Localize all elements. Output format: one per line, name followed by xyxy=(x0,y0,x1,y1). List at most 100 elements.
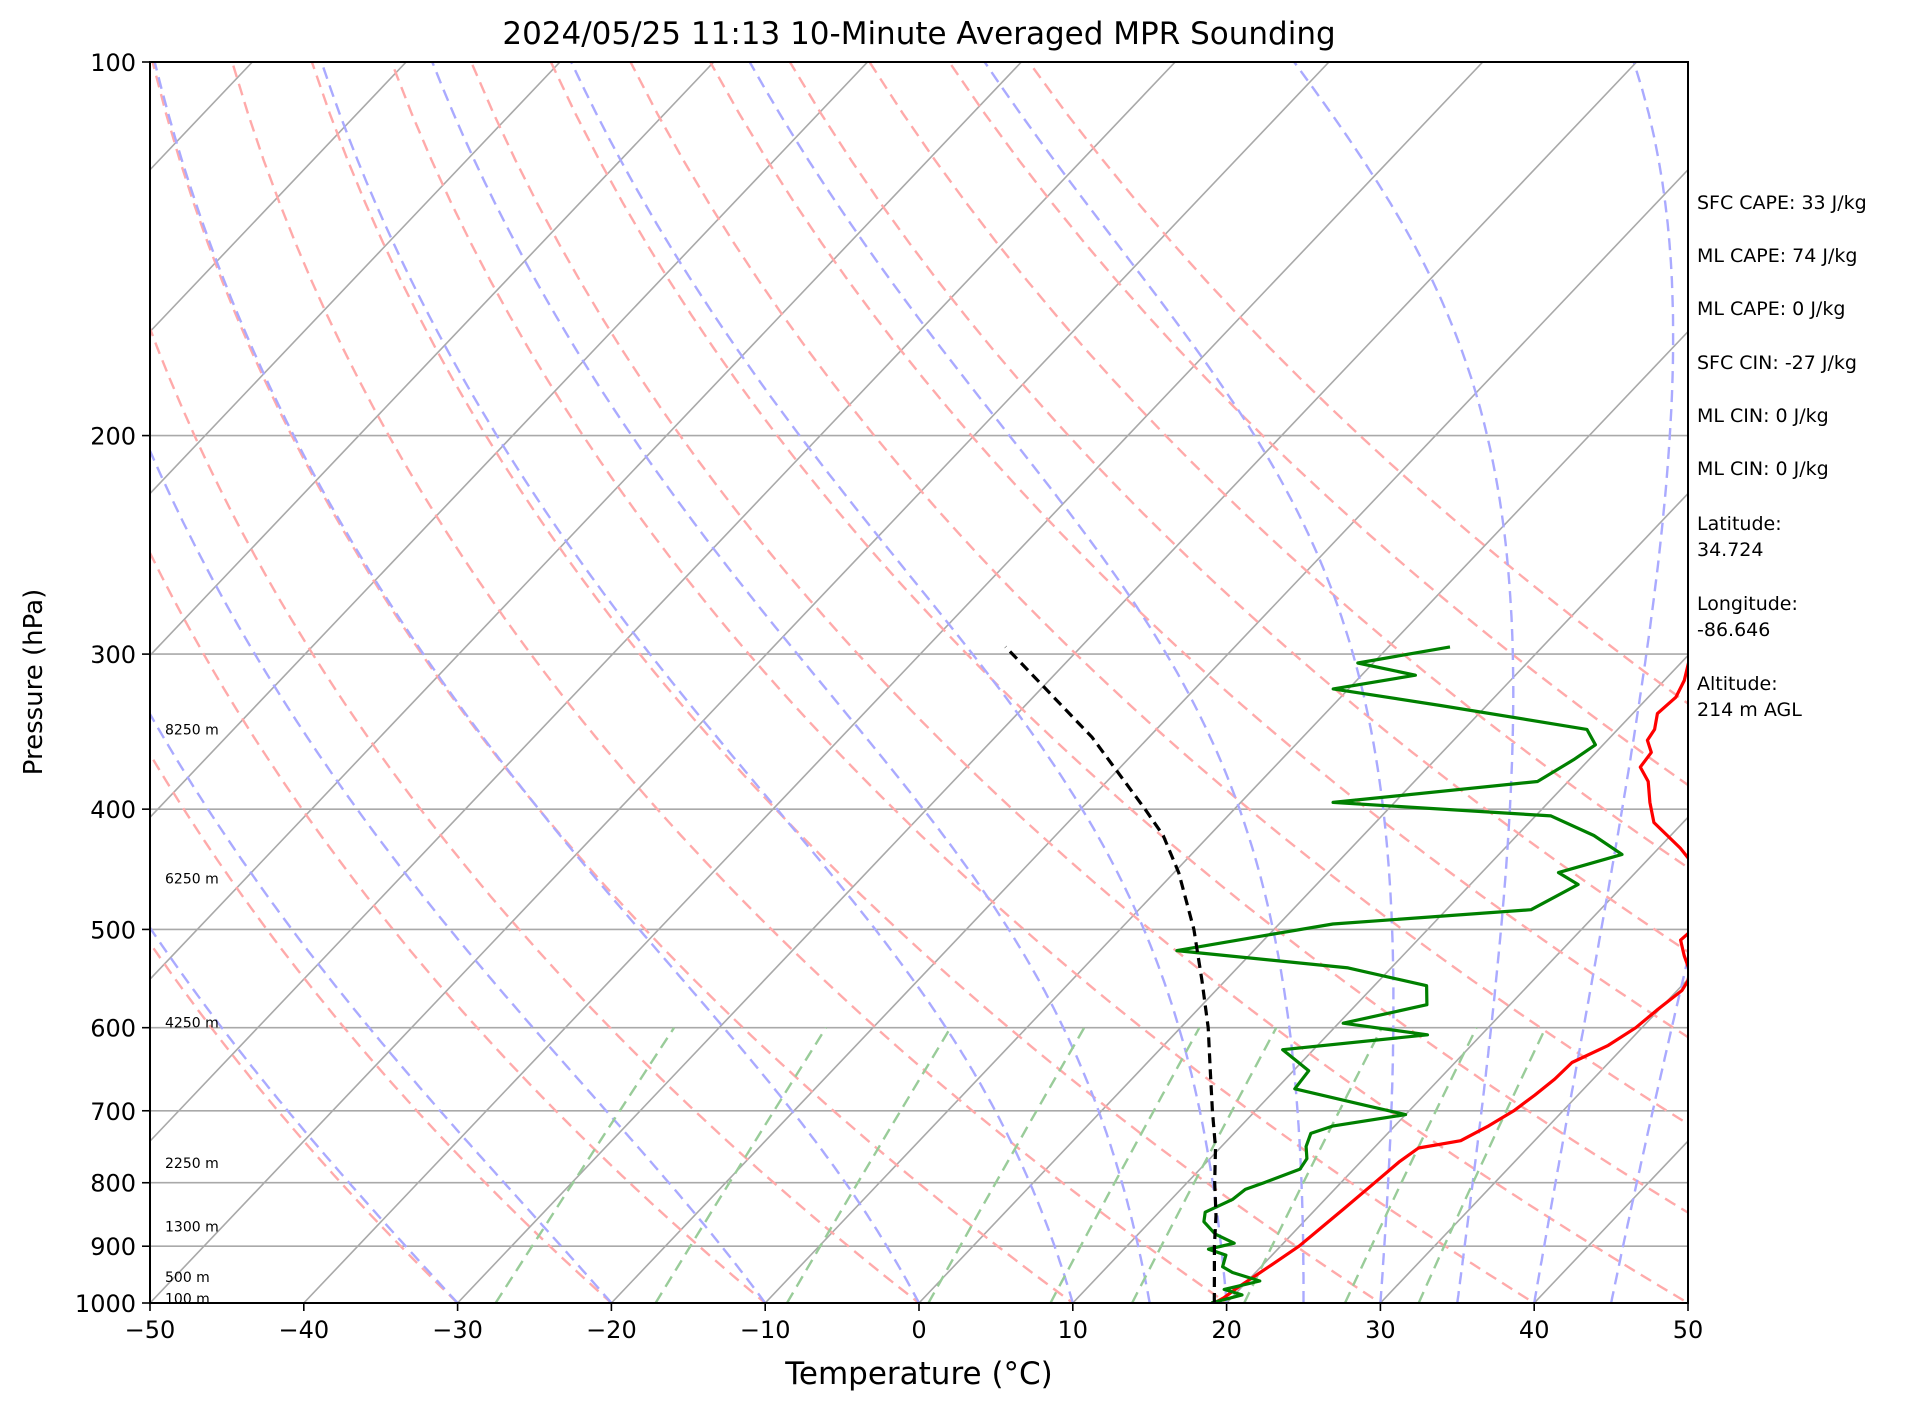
x-tick-label: −50 xyxy=(125,1316,176,1344)
mixing-ratio-line xyxy=(1131,1027,1278,1303)
chart-title: 2024/05/25 11:13 10-Minute Averaged MPR … xyxy=(502,16,1335,52)
moist-adiabat-line xyxy=(431,62,1151,1303)
x-tick-label: −30 xyxy=(432,1316,483,1344)
moist-adiabat-line xyxy=(150,447,767,1303)
y-tick-label: 800 xyxy=(90,1170,136,1198)
isotherm-line xyxy=(1072,654,1688,1303)
moist-adiabat-line xyxy=(150,711,613,1303)
index-ml-cin-2: ML CIN: 0 J/kg xyxy=(1697,458,1829,480)
dry-adiabat-line xyxy=(230,62,1229,1303)
moist-adiabat-line xyxy=(150,925,459,1303)
dry-adiabat-line xyxy=(788,62,1688,954)
parcel-trace xyxy=(1004,645,1218,1303)
y-tick-label: 400 xyxy=(90,796,136,824)
dry-adiabat-line xyxy=(549,62,1688,1215)
mixing-ratio-line xyxy=(654,1027,828,1303)
isotherm-line xyxy=(150,62,715,657)
x-axis-label: Temperature (°C) xyxy=(784,1356,1053,1392)
height-label: 8250 m xyxy=(165,722,219,738)
isotherm-line xyxy=(610,168,1688,1303)
isotherm-line xyxy=(918,492,1688,1303)
dry-adiabat-line xyxy=(150,751,614,1303)
index-ml-cape-2: ML CAPE: 0 J/kg xyxy=(1697,298,1846,320)
dry-adiabat-line xyxy=(629,62,1688,1126)
dry-adiabat-line xyxy=(150,941,460,1303)
isotherm-line xyxy=(150,62,1330,1303)
isotherm-line xyxy=(303,62,1484,1303)
longitude-label: Longitude: xyxy=(1697,593,1798,615)
isotherm-line xyxy=(150,62,407,333)
y-tick-label: 1000 xyxy=(75,1290,136,1318)
altitude-label: Altitude: xyxy=(1697,673,1778,695)
dry-adiabat-line xyxy=(469,62,1688,1303)
isotherm-line xyxy=(150,62,869,819)
dewpoint-trace xyxy=(1175,645,1624,1303)
altitude-value: 214 m AGL xyxy=(1697,699,1802,721)
index-sfc-cape: SFC CAPE: 33 J/kg xyxy=(1697,192,1867,214)
isotherm-line xyxy=(150,62,1176,1143)
moist-adiabat-line xyxy=(748,62,1305,1303)
moist-adiabat-line xyxy=(570,62,1228,1303)
moist-adiabat-line xyxy=(320,62,1074,1303)
moist-adiabat-line xyxy=(1293,62,1515,1303)
moist-adiabat-line xyxy=(153,62,921,1303)
index-sfc-cin: SFC CIN: -27 J/kg xyxy=(1697,352,1857,374)
y-tick-label: 300 xyxy=(90,641,136,669)
dry-adiabat-line xyxy=(868,62,1688,870)
height-label: 6250 m xyxy=(165,872,219,888)
mixing-ratio-line xyxy=(1049,1027,1201,1303)
moist-adiabat-line xyxy=(1609,953,1688,1303)
mixing-ratio-line xyxy=(927,1027,1086,1303)
mixing-ratio-line xyxy=(1417,1027,1547,1303)
reference-lines xyxy=(150,62,1688,1303)
y-tick-label: 700 xyxy=(90,1098,136,1126)
y-tick-label: 200 xyxy=(90,423,136,451)
x-tick-label: 20 xyxy=(1211,1316,1242,1344)
latitude-value: 34.724 xyxy=(1697,539,1764,561)
dry-adiabat-line xyxy=(150,325,921,1303)
dry-adiabat-line xyxy=(150,550,768,1303)
y-tick-label: 900 xyxy=(90,1233,136,1261)
isotherm-line xyxy=(150,62,1022,981)
x-tick-label: 40 xyxy=(1519,1316,1550,1344)
dry-adiabat-line xyxy=(390,62,1537,1303)
dry-adiabat-line xyxy=(310,62,1383,1303)
y-tick-label: 600 xyxy=(90,1015,136,1043)
longitude-value: -86.646 xyxy=(1697,619,1771,641)
x-tick-label: −20 xyxy=(586,1316,637,1344)
isotherm-line xyxy=(457,62,1638,1303)
x-tick-label: −40 xyxy=(278,1316,329,1344)
dry-adiabat-line xyxy=(1027,62,1688,706)
mixing-ratio-line xyxy=(1343,1027,1478,1303)
latitude-label: Latitude: xyxy=(1697,513,1782,535)
isotherm-line xyxy=(150,62,561,495)
index-ml-cape: ML CAPE: 74 J/kg xyxy=(1697,245,1858,267)
isotherm-line xyxy=(764,330,1688,1303)
mixing-ratio-line xyxy=(494,1027,676,1303)
x-tick-label: −10 xyxy=(740,1316,791,1344)
y-axis-label: Pressure (hPa) xyxy=(19,589,49,776)
temperature-trace xyxy=(1213,660,1688,1303)
height-label: 4250 m xyxy=(165,1015,219,1031)
height-label: 1300 m xyxy=(165,1220,219,1236)
y-tick-label: 500 xyxy=(90,916,136,944)
x-tick-label: 30 xyxy=(1365,1316,1396,1344)
mixing-ratio-line xyxy=(785,1027,952,1303)
isotherm-line xyxy=(1226,816,1688,1303)
y-tick-label: 100 xyxy=(90,49,136,77)
axes: −50 −40 −30 −20 −10 0 10 20 30 40 50 100 200 300 400 50… xyxy=(75,49,1703,1344)
dry-adiabat-line xyxy=(151,62,1075,1303)
x-tick-label: 0 xyxy=(911,1316,926,1344)
height-label: 100 m xyxy=(165,1292,210,1308)
sounding-traces xyxy=(1004,645,1688,1303)
x-tick-label: 10 xyxy=(1058,1316,1089,1344)
height-label: 2250 m xyxy=(165,1156,219,1172)
moist-adiabat-line xyxy=(1533,62,1675,1303)
height-label: 500 m xyxy=(165,1270,210,1286)
x-tick-label: 50 xyxy=(1673,1316,1704,1344)
index-ml-cin: ML CIN: 0 J/kg xyxy=(1697,405,1829,427)
height-labels: 8250 m 6250 m 4250 m 2250 m 1300 m 500 m 100 m xyxy=(165,722,219,1307)
isotherm-line xyxy=(1379,978,1688,1303)
mixing-ratio-line xyxy=(1243,1027,1383,1303)
